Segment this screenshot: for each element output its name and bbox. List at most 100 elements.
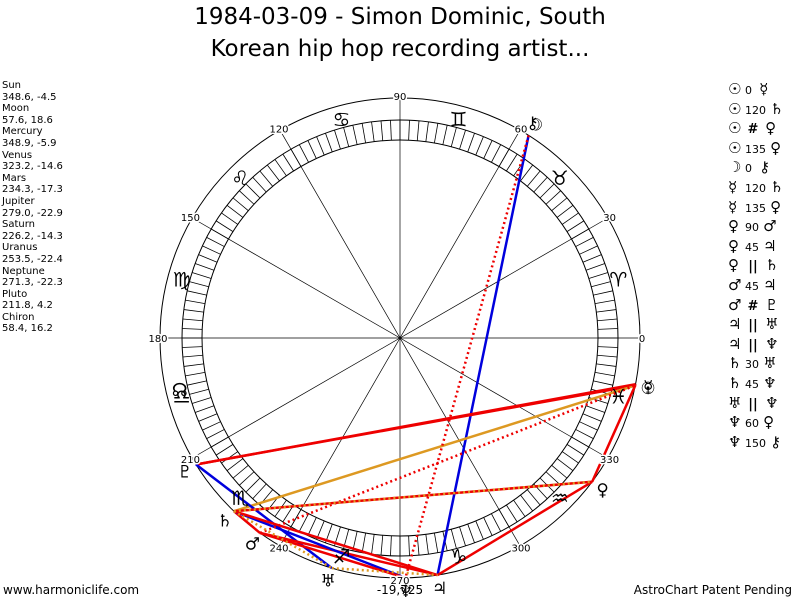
planet-name-mars: Mars [2,172,27,184]
planet-name-sun: Sun [2,80,22,91]
degree-tick [252,177,267,193]
planet-coords-sun: 348.6, -4.5 [2,91,57,103]
degree-tick [371,534,375,555]
aspect-planet2-glyph: ♅ [763,354,777,373]
planet-coords-chiron: 58.4, 16.2 [2,323,53,335]
degree-tick [183,363,204,367]
degree-tick [239,471,255,486]
aspect-row: ♀ || ♄ [728,256,787,276]
planet-glyph-chiron: ⚷ [526,114,538,134]
degree-tick [232,197,249,212]
degree-tick [259,170,274,187]
degree-tick [594,299,615,305]
degree-tick [506,504,518,523]
degree-tick [239,190,255,205]
degree-tick [433,123,439,144]
degree-tick [226,458,244,472]
planet-name-uranus: Uranus [2,242,38,254]
aspect-planet1-glyph: ♅ [728,393,742,412]
aspect-parallel-symbol: || [748,259,758,275]
aspect-planet2-glyph: ♀ [765,119,777,138]
aspect-lines [195,135,637,580]
aspect-row: ☉ 135 ♀ [728,139,787,159]
planet-name-moon: Moon [2,103,30,115]
degree-label: 60 [515,124,528,135]
planet-coords-moon: 57.6, 18.6 [2,114,53,126]
aspect-planet2-glyph: ♆ [763,373,777,392]
degree-tick [182,328,203,330]
planet-glyph-sun: ☉ [640,379,655,399]
degree-tick [215,220,234,232]
degree-tick [450,529,457,549]
degree-tick [491,513,502,532]
degree-tick [198,413,218,422]
planet-coords-mars: 234.3, -17.3 [2,184,63,196]
zodiac-sign-glyph: ♒ [551,486,569,510]
degree-label: 150 [181,213,200,224]
zodiac-sign-glyph: ♏ [231,486,249,510]
sign-divider-lines [160,98,640,578]
planet-coords-neptune: 271.3, -22.3 [2,277,63,289]
aspect-angle: 45 [745,240,759,254]
degree-tick [187,380,207,386]
zodiac-sign-glyph: ♑ [450,544,468,568]
aspect-planet2-glyph: ♃ [763,275,777,294]
degree-tick [459,129,466,150]
degree-tick [282,153,294,172]
aspect-planet1-glyph: ♂ [728,295,742,314]
zodiac-sign-glyph: ♌ [231,166,249,190]
zodiac-sign-glyph: ♋ [333,108,351,132]
aspect-planet2-glyph: ♀ [770,197,782,216]
degree-tick [556,204,574,218]
website-link[interactable]: www.harmoniclife.com [3,583,140,597]
degree-tick [520,494,534,512]
degree-tick [585,263,605,271]
degree-label: 210 [181,455,200,466]
patent-notice: AstroChart Patent Pending [633,583,792,597]
degree-tick [191,272,212,279]
degree-tick [585,405,605,413]
aspect-planet2-glyph: ♅ [765,315,779,334]
aspect-row: ♃ || ♅ [728,315,787,335]
degree-tick [483,517,493,536]
aspect-planet1-glyph: ♂ [728,275,742,294]
degree-tick [195,405,215,413]
aspect-row: ♀ 45 ♃ [728,237,787,257]
degree-tick [189,388,209,395]
aspect-planet1-glyph: ♄ [728,354,742,373]
aspect-parallel-symbol: || [748,318,758,334]
aspect-planet2-glyph: ♄ [770,177,784,196]
degree-tick [556,458,574,472]
degree-tick [483,140,493,159]
degree-tick [425,534,429,555]
degree-tick [380,535,384,556]
aspect-line [233,510,438,577]
degree-tick [202,421,221,431]
degree-label: 270 [390,576,409,587]
degree-tick [189,281,209,288]
degree-tick [361,532,367,553]
degree-tick [467,133,475,153]
degree-tick [390,120,392,141]
planet-coords-venus: 323.2, -14.6 [2,161,63,173]
aspect-angle: 30 [745,358,759,372]
degree-label: 0 [639,334,645,345]
degree-tick [551,464,568,479]
degree-tick [579,245,598,255]
degree-tick [597,346,618,348]
aspect-line [436,480,593,577]
degree-tick [475,520,484,540]
aspect-planet1-glyph: ☽ [728,158,742,177]
degree-tick [185,371,206,377]
aspect-planet2-glyph: ⚷ [770,432,782,451]
degree-tick [282,504,294,523]
degree-tick [390,535,392,556]
aspect-planet1-glyph: ☿ [728,177,738,196]
aspect-planet2-glyph: ♀ [770,138,782,157]
planet-glyph-neptune: ♆ [398,582,413,600]
aspect-planet2-glyph: ⚷ [759,158,771,177]
planet-positions-list: Sun 348.6, -4.5 Moon 57.6, 18.6 Mercury 348.9… [2,80,63,335]
degree-tick [566,220,585,232]
degree-tick [596,363,617,367]
degree-tick [533,177,548,193]
